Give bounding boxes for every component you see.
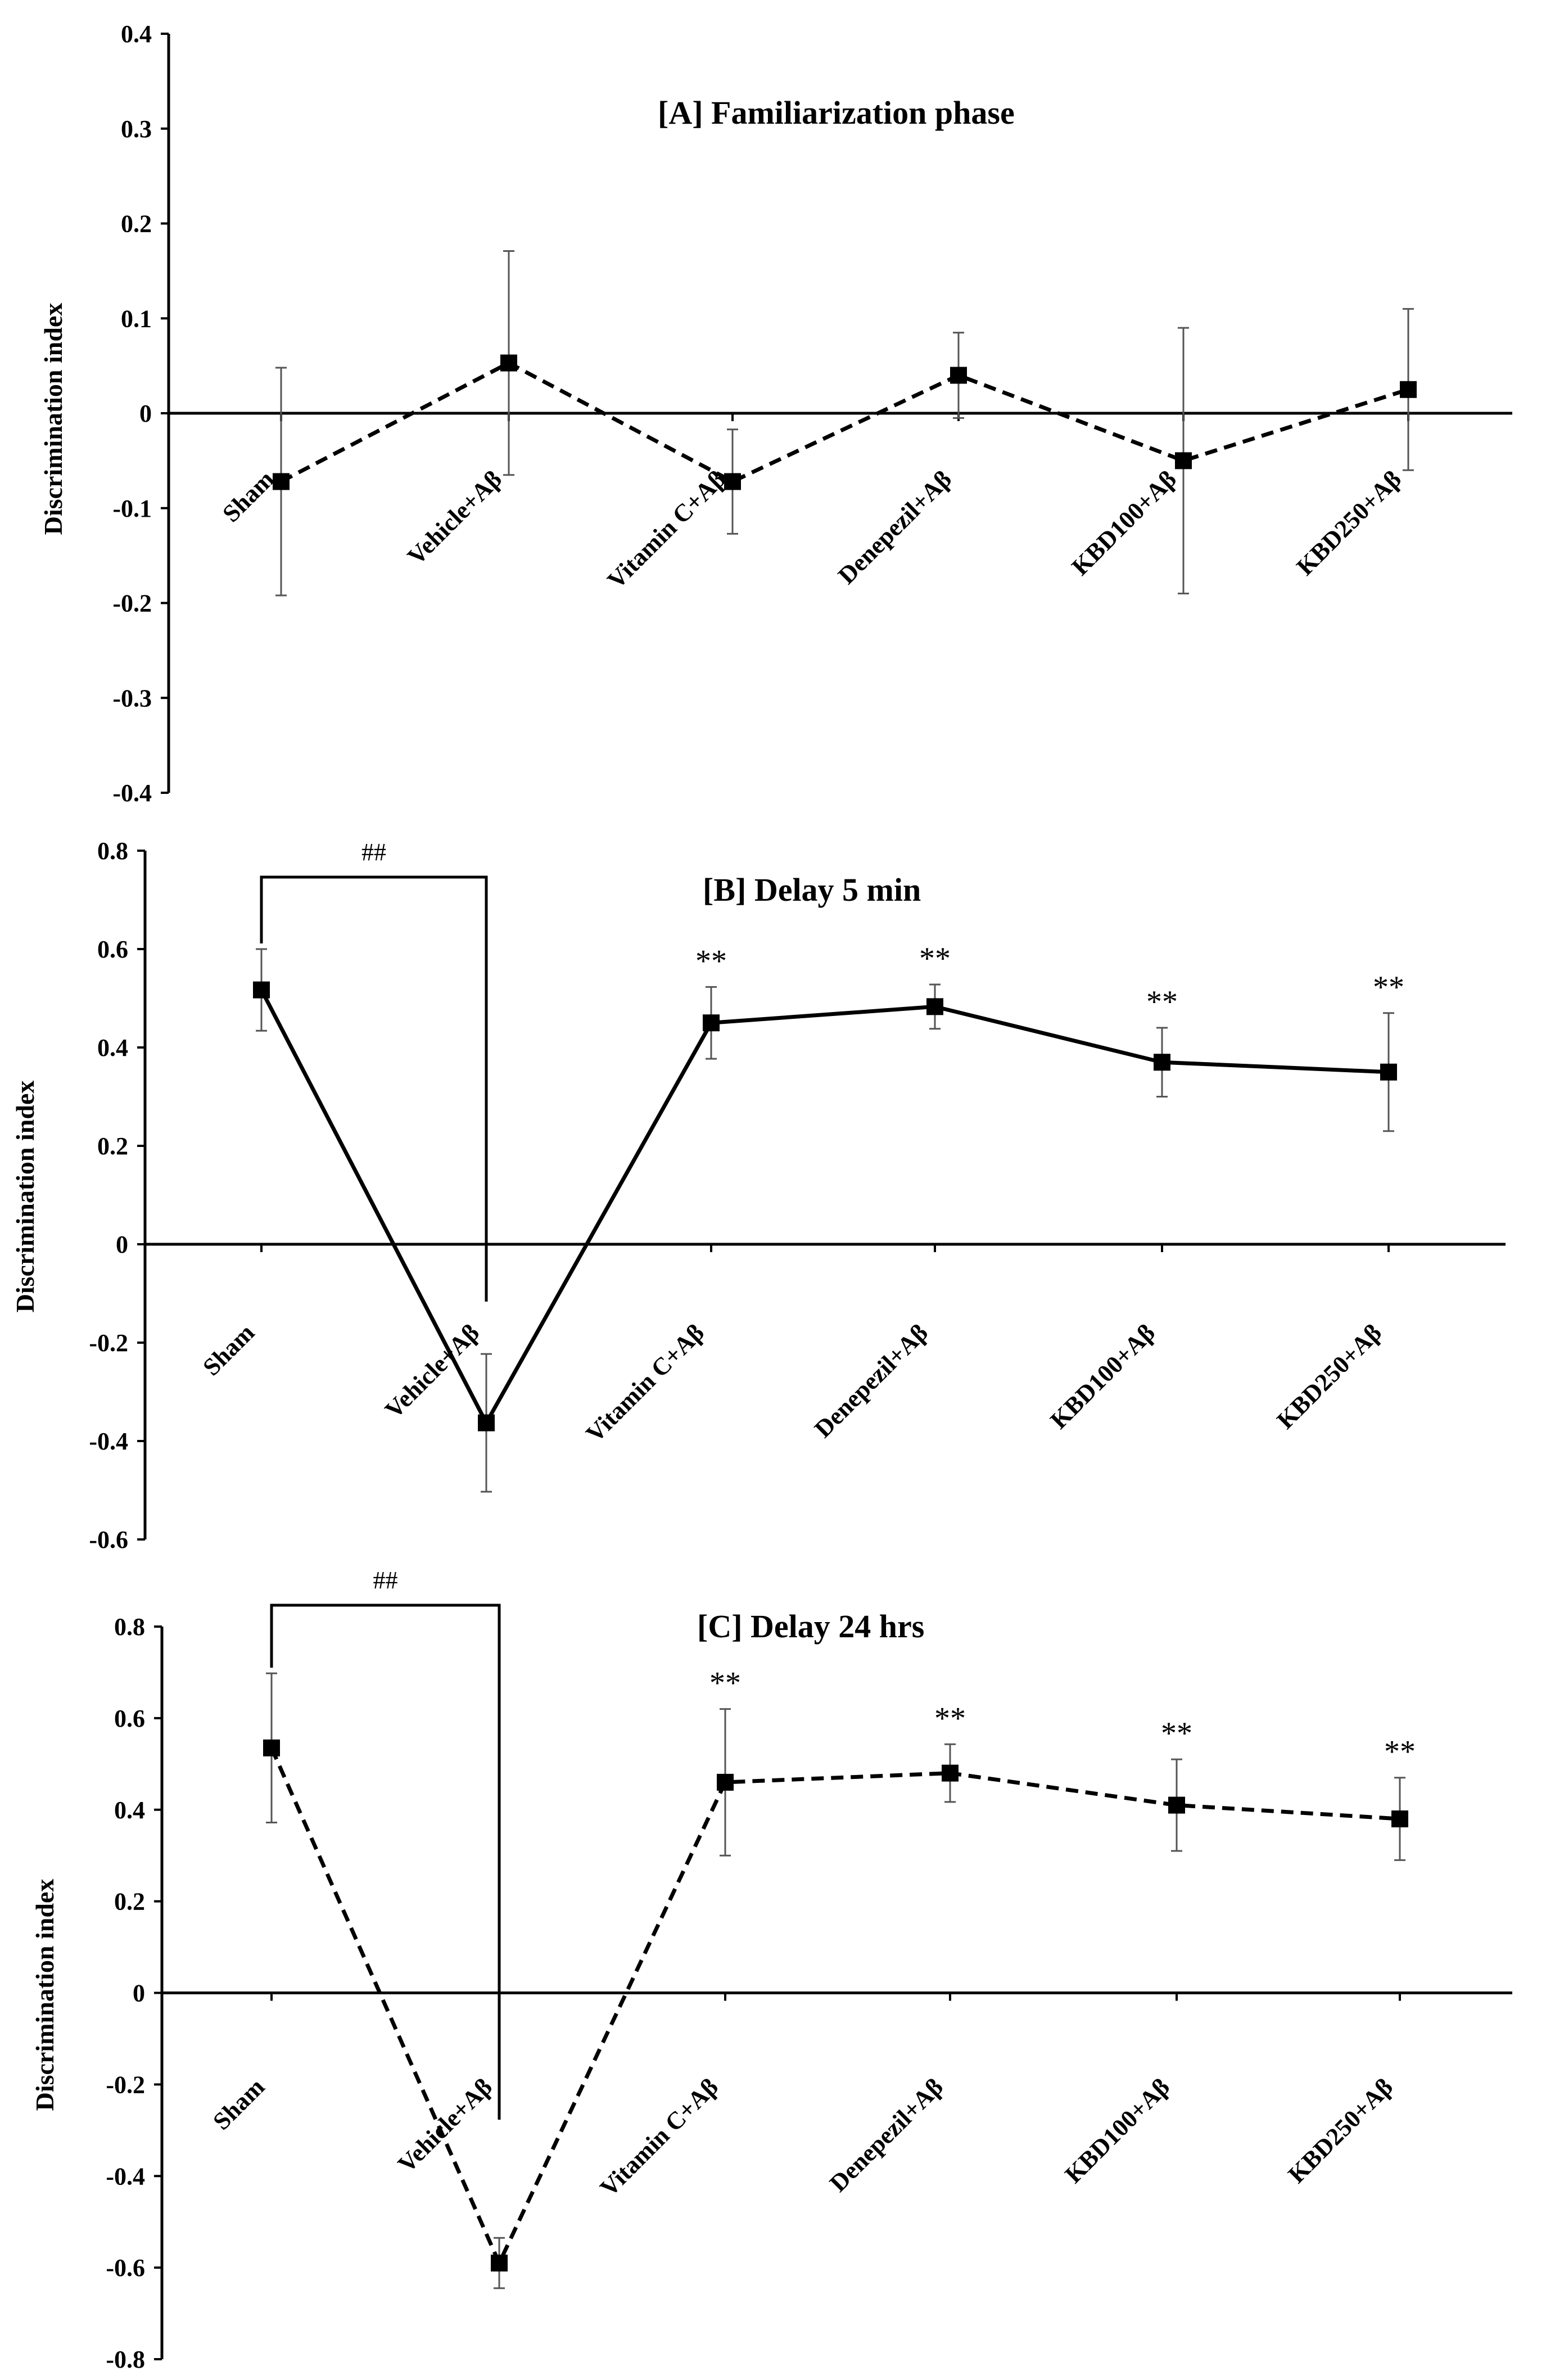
y-tick-label: 0 <box>133 1980 145 2007</box>
series-line <box>269 1747 1400 2265</box>
data-point <box>717 1773 734 1791</box>
data-point <box>1380 1063 1397 1081</box>
significance-marker: ** <box>1384 1735 1416 1769</box>
y-tick-label: 0.2 <box>97 1132 128 1160</box>
significance-marker: ** <box>709 1666 741 1701</box>
data-point <box>500 354 517 372</box>
y-tick-label: -0.2 <box>89 1329 128 1357</box>
data-point <box>1400 381 1417 398</box>
chart-title: [A] Familiarization phase <box>658 94 1015 131</box>
y-tick-label: -0.6 <box>106 2254 145 2282</box>
chart-panel-0: 0.4 0.3 0.2 0.1 0 -0.1 -0.2 -0.3 -0.4 Discriminat… <box>39 20 1512 807</box>
category-label: Denepezil+Aβ <box>833 465 957 589</box>
category-label: KBD100+Aβ <box>1045 1318 1160 1434</box>
chart-title: [C] Delay 24 hrs <box>697 1608 924 1645</box>
data-point <box>1154 1054 1170 1071</box>
y-tick-label: 0.8 <box>97 837 128 865</box>
category-label: KBD250+Aβ <box>1272 1318 1387 1434</box>
y-tick-label: -0.4 <box>112 779 152 807</box>
y-tick-label: 0.2 <box>121 210 152 238</box>
category-label: Sham <box>197 1318 260 1381</box>
chart-title: [B] Delay 5 min <box>703 871 921 908</box>
data-point <box>942 1764 959 1782</box>
data-point <box>273 473 290 490</box>
data-point <box>491 2254 508 2271</box>
comparison-bracket <box>260 875 488 1302</box>
y-axis-label: Discrimination index <box>39 303 67 535</box>
significance-marker: ** <box>695 943 727 978</box>
category-label: Denepezil+Aβ <box>824 2073 948 2197</box>
comparison-bracket <box>270 1604 501 2120</box>
significance-marker: ** <box>1373 970 1404 1005</box>
data-point <box>926 998 943 1015</box>
y-tick-label: 0.4 <box>97 1034 128 1062</box>
category-label: Vehicle+Aβ <box>379 1318 485 1424</box>
category-label: KBD100+Aβ <box>1066 465 1182 580</box>
significance-marker: ** <box>919 941 951 976</box>
y-tick-label: 0 <box>116 1231 128 1258</box>
y-tick-label: -0.2 <box>106 2071 145 2098</box>
data-point <box>1175 452 1192 469</box>
significance-marker: ** <box>934 1701 966 1736</box>
y-tick-label: -0.8 <box>106 2346 145 2373</box>
y-tick-label: 0.3 <box>121 115 152 143</box>
category-label: KBD250+Aβ <box>1283 2073 1398 2188</box>
category-label: Vehicle+Aβ <box>392 2073 498 2178</box>
data-point <box>724 473 741 490</box>
y-tick-label: -0.6 <box>89 1526 128 1553</box>
data-point <box>1391 1810 1408 1828</box>
significance-marker: ** <box>1146 984 1178 1019</box>
category-label: Vitamin C+Aβ <box>595 2073 724 2202</box>
category-label: Denepezil+Aβ <box>809 1318 933 1443</box>
significance-marker: ** <box>1161 1716 1192 1751</box>
category-label: KBD250+Aβ <box>1291 465 1407 580</box>
y-tick-label: -0.1 <box>112 495 152 522</box>
y-tick-label: 0.4 <box>114 1796 145 1824</box>
category-label: KBD100+Aβ <box>1060 2073 1175 2188</box>
category-label: Vitamin C+Aβ <box>602 465 731 594</box>
y-tick-label: 0.8 <box>114 1613 145 1641</box>
y-tick-label: 0.2 <box>114 1888 145 1916</box>
category-label: Vitamin C+Aβ <box>581 1318 709 1447</box>
data-point <box>263 1739 280 1756</box>
y-tick-label: 0.6 <box>97 936 128 963</box>
bracket-label: ## <box>361 838 386 866</box>
y-axis-label: Discrimination index <box>30 1879 59 2111</box>
bracket-label: ## <box>373 1566 398 1594</box>
series-line <box>280 361 1409 484</box>
y-tick-label: 0.6 <box>114 1705 145 1732</box>
data-point <box>478 1414 495 1431</box>
category-label: Sham <box>217 465 279 527</box>
y-tick-label: 0.1 <box>121 305 152 332</box>
chart-panel-2: 0.8 0.6 0.4 0.2 0 -0.2 -0.4 -0.6 -0.8 Discriminat… <box>30 1566 1512 2373</box>
y-tick-label: -0.4 <box>89 1428 128 1455</box>
y-tick-label: -0.3 <box>112 684 152 712</box>
data-point <box>703 1014 720 1032</box>
category-label: Vehicle+Aβ <box>402 465 507 570</box>
y-tick-label: -0.2 <box>112 590 152 617</box>
data-point <box>950 367 967 384</box>
chart-panel-1: 0.8 0.6 0.4 0.2 0 -0.2 -0.4 -0.6 Discrimination … <box>11 837 1506 1553</box>
y-tick-label: 0.4 <box>121 20 152 48</box>
series-line <box>259 989 1389 1425</box>
y-tick-label: 0 <box>139 400 152 427</box>
category-label: Sham <box>207 2073 270 2135</box>
y-tick-label: -0.4 <box>106 2162 145 2190</box>
data-point <box>1168 1796 1185 1814</box>
data-point <box>253 981 270 999</box>
y-axis-label: Discrimination index <box>11 1081 39 1313</box>
